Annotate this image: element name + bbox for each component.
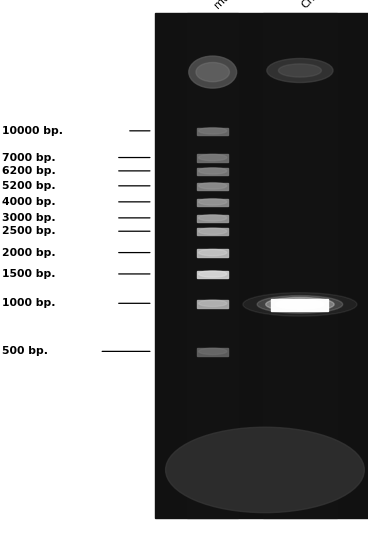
Ellipse shape [166, 427, 364, 513]
Bar [197, 168, 228, 175]
Bar [197, 300, 228, 308]
Ellipse shape [199, 228, 227, 234]
Text: 6200 bp.: 6200 bp. [2, 166, 56, 176]
Ellipse shape [199, 154, 227, 161]
Ellipse shape [199, 271, 227, 277]
Bar [263, 13, 337, 518]
Bar [197, 183, 228, 190]
Ellipse shape [278, 64, 322, 77]
Ellipse shape [189, 56, 237, 88]
Bar [187, 13, 238, 518]
Ellipse shape [199, 249, 227, 256]
Ellipse shape [199, 300, 227, 307]
Text: 500 bp.: 500 bp. [2, 347, 48, 356]
Text: 4000 bp.: 4000 bp. [2, 197, 56, 207]
Text: 5200 bp.: 5200 bp. [2, 181, 56, 191]
Bar [271, 299, 328, 311]
Ellipse shape [199, 183, 227, 189]
Text: Chr-WD3: Chr-WD3 [300, 0, 342, 11]
Text: 2500 bp.: 2500 bp. [2, 226, 56, 236]
Text: 1500 bp.: 1500 bp. [2, 269, 55, 279]
Ellipse shape [266, 297, 334, 311]
Ellipse shape [199, 215, 227, 221]
Text: marker: marker [213, 0, 248, 11]
Bar [197, 348, 228, 356]
Text: 7000 bp.: 7000 bp. [2, 153, 56, 162]
Text: 10000 bp.: 10000 bp. [2, 126, 63, 136]
Bar [197, 249, 228, 257]
Ellipse shape [243, 293, 357, 316]
Bar [155, 13, 368, 518]
Ellipse shape [267, 58, 333, 82]
Ellipse shape [199, 348, 227, 355]
Bar [197, 271, 228, 278]
Ellipse shape [276, 300, 324, 309]
Bar [197, 199, 228, 206]
Ellipse shape [199, 168, 227, 174]
Bar [197, 128, 228, 135]
Bar [197, 228, 228, 235]
Ellipse shape [257, 296, 343, 313]
Ellipse shape [199, 128, 227, 134]
Text: 1000 bp.: 1000 bp. [2, 299, 55, 308]
Bar [197, 215, 228, 222]
Text: 3000 bp.: 3000 bp. [2, 213, 56, 223]
Text: 2000 bp.: 2000 bp. [2, 248, 56, 257]
Ellipse shape [196, 62, 230, 82]
Ellipse shape [199, 199, 227, 205]
Bar [197, 154, 228, 162]
